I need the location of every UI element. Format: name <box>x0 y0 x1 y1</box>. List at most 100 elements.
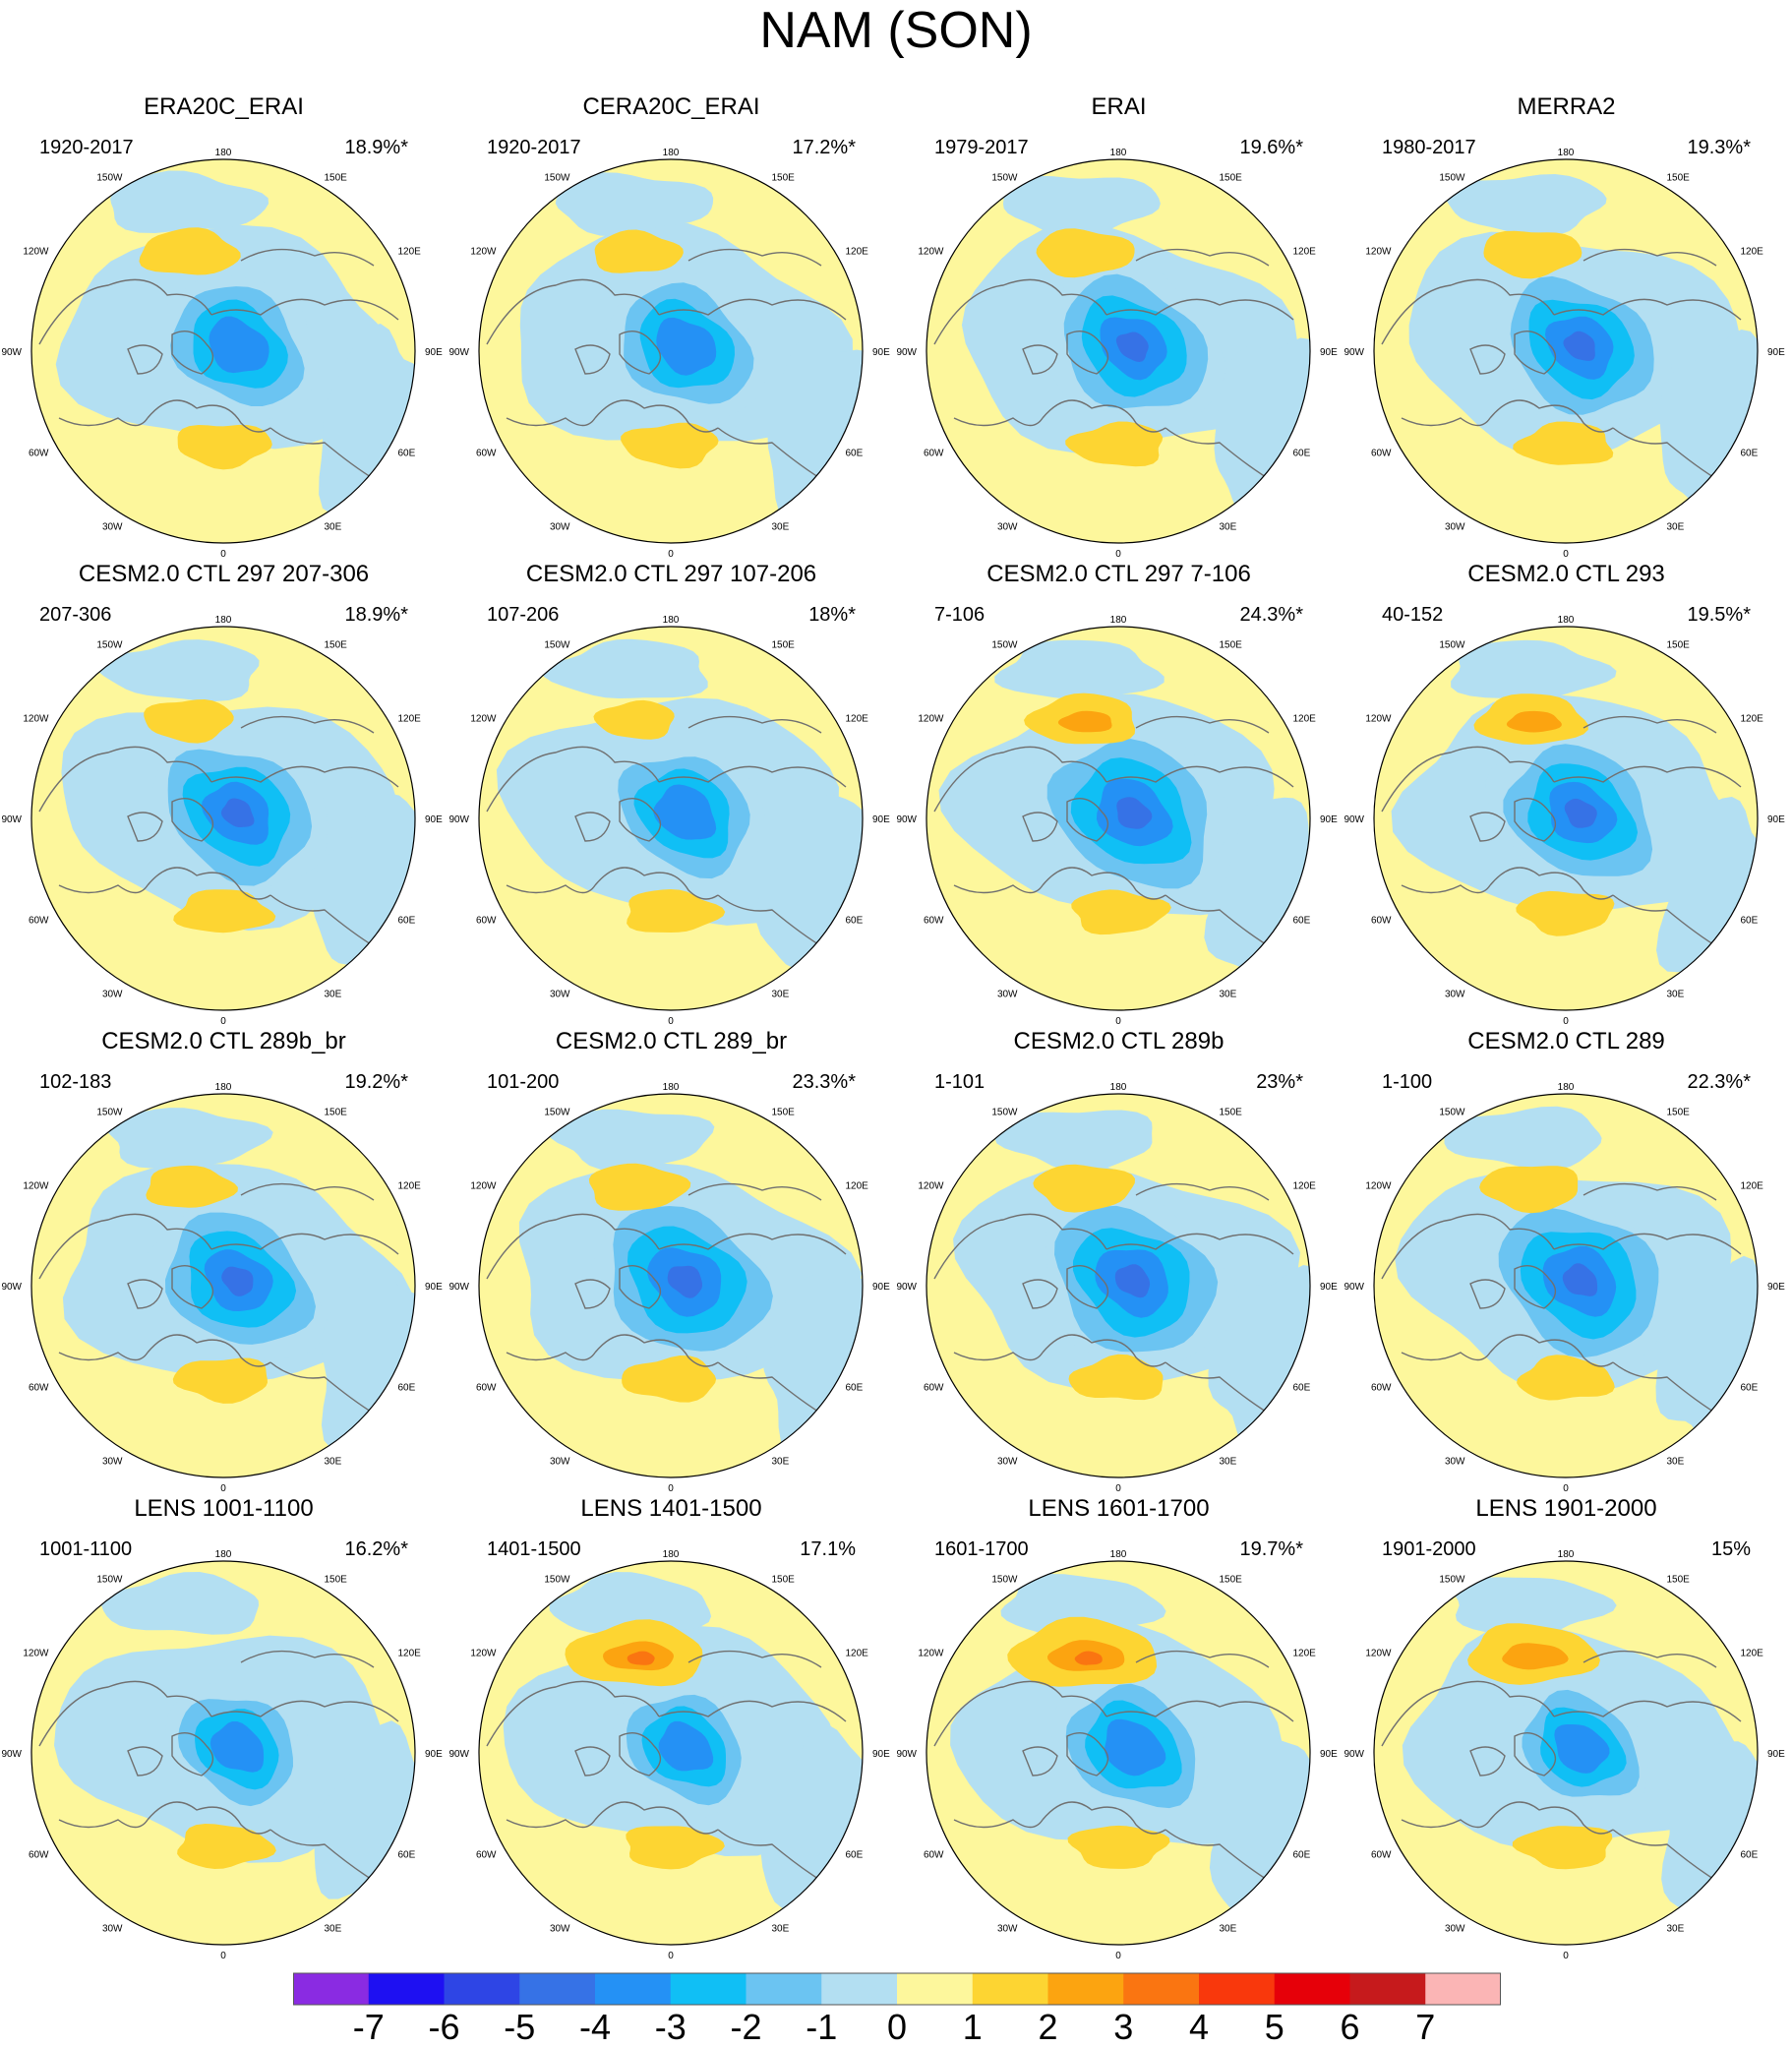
atlantic-high-contour <box>627 889 726 933</box>
colorbar-bin <box>1349 1973 1426 2005</box>
map-panel: ERA20C_ERAI 1920-2017 18.9%* 180 150W 150E 120… <box>0 93 448 560</box>
coastline <box>658 298 847 321</box>
coastline <box>506 884 596 894</box>
coastline <box>171 798 214 842</box>
longitude-label: 150E <box>1220 1108 1243 1118</box>
longitude-label: 120W <box>470 247 497 258</box>
longitude-label: 150E <box>1667 640 1691 651</box>
map-boundary <box>30 626 416 1011</box>
polar-map: 180 150W 150E 120W 120E 90W 90E 60W 60E 30W 30E 0 <box>896 1082 1338 1494</box>
coastline <box>933 746 1107 813</box>
coastline <box>1022 344 1058 375</box>
polar-map: 180 150W 150E 120W 120E 90W 90E 60W 60E 30W 30E 0 <box>1344 615 1785 1027</box>
coastline <box>1066 331 1109 375</box>
coastline <box>658 1700 847 1722</box>
panel-variance-percent: 19.2%* <box>344 1071 409 1093</box>
longitude-label: 90W <box>1344 814 1364 825</box>
longitude-label: 30W <box>102 990 123 1000</box>
coastline <box>1553 1233 1742 1255</box>
longitude-label: 30E <box>772 522 790 533</box>
coastline <box>240 248 375 267</box>
longitude-label: 30W <box>550 990 570 1000</box>
coastline <box>1401 417 1491 427</box>
coastline <box>1066 798 1109 842</box>
negative-anomaly-patch <box>1444 174 1607 237</box>
longitude-label: 150E <box>772 1108 796 1118</box>
pacific-high-contour <box>594 229 684 273</box>
coastline <box>1553 298 1742 321</box>
arctic-low-contour <box>1564 798 1597 828</box>
map-panel: LENS 1001-1100 1001-1100 16.2%* 180 150W 150E… <box>0 1495 448 1961</box>
longitude-label: 30W <box>997 1924 1018 1935</box>
colorbar-tick-label: -6 <box>428 2007 460 2047</box>
coastline <box>58 417 149 427</box>
coastline <box>38 1213 212 1280</box>
coastline <box>1165 1829 1275 1885</box>
longitude-label: 90E <box>872 814 890 825</box>
coastline <box>210 298 399 321</box>
polar-map: 180 150W 150E 120W 120E 90W 90E 60W 60E 30W 30E 0 <box>448 1082 890 1494</box>
arctic-low-contour <box>653 784 717 840</box>
panel-years: 7-106 <box>934 604 986 626</box>
longitude-label: 90W <box>448 1282 469 1293</box>
coastline <box>1165 1361 1275 1417</box>
panel-title: LENS 1901-2000 <box>1475 1495 1657 1522</box>
colorbar-bin <box>368 1973 445 2005</box>
coastline <box>1553 1700 1742 1722</box>
longitude-label: 90W <box>1344 347 1364 358</box>
coastline <box>717 894 827 950</box>
longitude-label: 60E <box>1741 916 1759 927</box>
coastline <box>147 867 271 900</box>
longitude-label: 150E <box>325 1108 348 1118</box>
coastline <box>1612 1361 1722 1417</box>
longitude-label: 120W <box>918 714 944 725</box>
map-boundary <box>1373 1093 1759 1478</box>
longitude-label: 90W <box>1344 1749 1364 1760</box>
longitude-label: 30W <box>997 1457 1018 1468</box>
pacific-high-contour <box>146 1165 238 1208</box>
map-panel: CESM2.0 CTL 289_br 101-200 23.3%* 180 150W 15… <box>448 1028 895 1494</box>
coastline <box>717 1829 827 1885</box>
map-panel: CESM2.0 CTL 293 40-152 19.5%* 180 150W 150E 12… <box>1343 561 1790 1027</box>
map-panel: ERAI 1979-2017 19.6%* 180 150W 150E 120W 120E 90… <box>895 93 1343 560</box>
longitude-label: 120W <box>470 714 497 725</box>
arctic-low-contour <box>1114 1264 1151 1298</box>
coastline <box>594 1801 719 1835</box>
longitude-label: 150W <box>544 1108 570 1118</box>
longitude-label: 120W <box>1365 714 1392 725</box>
coastline <box>240 1650 375 1668</box>
pacific-high-contour <box>1036 228 1135 278</box>
arctic-low-contour <box>209 1721 265 1773</box>
panel-years: 107-206 <box>487 604 560 626</box>
longitude-label: 90W <box>1 1749 22 1760</box>
map-boundary <box>926 1093 1311 1478</box>
coastline <box>687 248 822 267</box>
longitude-label: 180 <box>663 148 680 158</box>
longitude-label: 30E <box>1220 990 1237 1000</box>
longitude-label: 0 <box>1115 1951 1121 1961</box>
negative-anomaly-patch <box>106 1108 273 1169</box>
longitude-label: 120W <box>23 714 49 725</box>
longitude-label: 150E <box>772 1575 796 1586</box>
longitude-label: 60E <box>1293 449 1311 459</box>
colorbar-frame <box>293 1972 1501 2006</box>
coastline <box>240 715 375 734</box>
longitude-label: 30E <box>1667 1457 1685 1468</box>
map-boundary <box>926 158 1311 544</box>
panel-title: CESM2.0 CTL 297 7-106 <box>986 561 1251 587</box>
arctic-low-contour <box>656 317 717 376</box>
longitude-label: 150W <box>96 640 123 651</box>
coastline <box>658 765 847 788</box>
longitude-label: 0 <box>1563 1483 1569 1494</box>
coastline <box>269 894 380 950</box>
coastline <box>1105 1233 1294 1255</box>
longitude-label: 60W <box>29 449 49 459</box>
colorbar-bin <box>519 1973 596 2005</box>
atlantic-high-contour <box>621 422 719 469</box>
pacific-high-contour <box>1502 1643 1569 1670</box>
panel-title: LENS 1401-1500 <box>580 1495 762 1522</box>
negative-anomaly-patch <box>95 639 260 702</box>
coastline <box>594 399 719 433</box>
longitude-label: 150W <box>544 640 570 651</box>
coastline <box>486 746 660 813</box>
